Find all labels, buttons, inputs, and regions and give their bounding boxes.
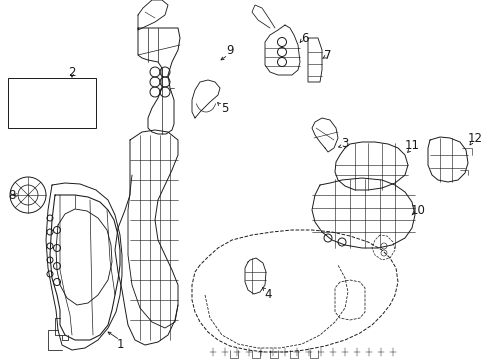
Text: 7: 7 bbox=[324, 49, 332, 62]
Text: 5: 5 bbox=[221, 102, 229, 114]
Bar bbox=[8, 78, 96, 128]
Text: 1: 1 bbox=[116, 338, 124, 351]
Text: 10: 10 bbox=[411, 203, 425, 216]
Text: 3: 3 bbox=[342, 136, 349, 149]
Text: 11: 11 bbox=[405, 139, 419, 152]
Text: 12: 12 bbox=[467, 131, 483, 144]
Text: 9: 9 bbox=[226, 44, 234, 57]
Text: 2: 2 bbox=[68, 66, 76, 78]
Text: 4: 4 bbox=[264, 288, 272, 302]
Text: 6: 6 bbox=[301, 32, 309, 45]
Text: 8: 8 bbox=[8, 189, 15, 202]
